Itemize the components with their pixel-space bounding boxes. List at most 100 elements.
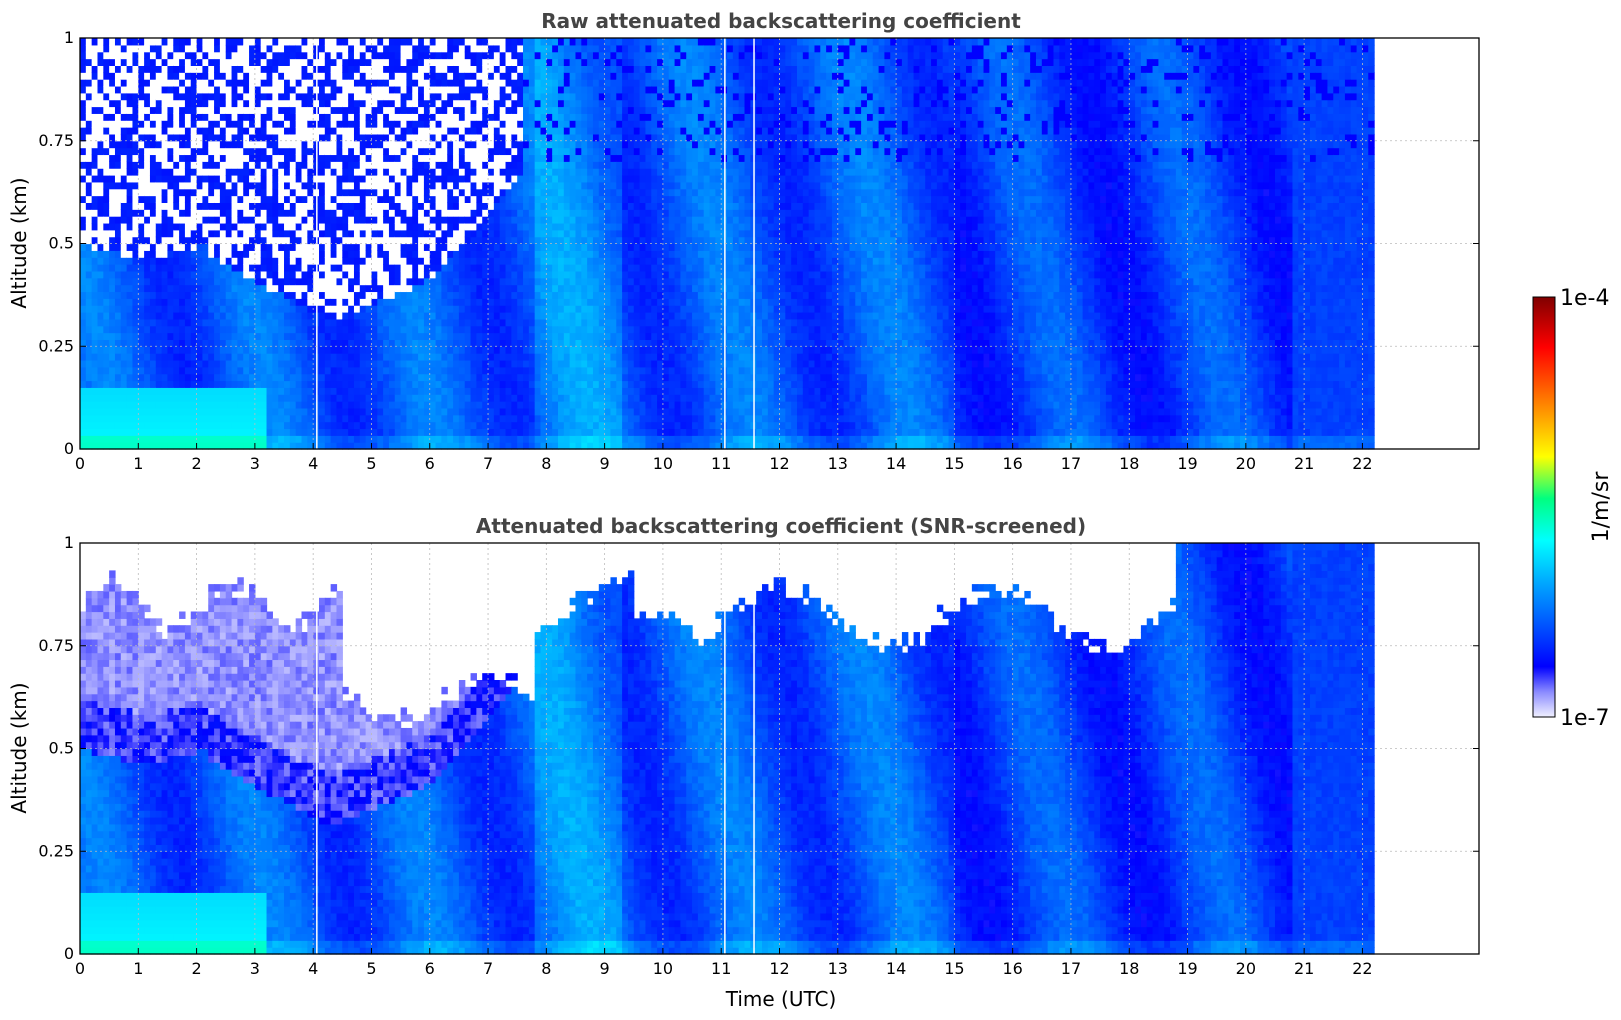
heatmap-cell [436,216,442,223]
heatmap-cell [214,175,220,182]
heatmap-cell [290,353,296,360]
heatmap-cell [127,202,133,209]
heatmap-cell [511,141,517,148]
heatmap-cell [371,346,377,353]
heatmap-cell [150,353,156,360]
heatmap-cell [144,285,150,292]
heatmap-cell [220,113,226,120]
heatmap-cell [471,127,477,134]
heatmap-cell [383,408,389,415]
heatmap-cell [121,65,127,72]
heatmap-cell [325,257,331,264]
heatmap-cell [226,79,232,86]
heatmap-cell [302,319,308,326]
heatmap-cell [395,312,401,319]
heatmap-cell [395,353,401,360]
heatmap-cell [418,79,424,86]
heatmap-cell [127,65,133,72]
heatmap-cell [430,196,436,203]
heatmap-cell [325,387,331,394]
heatmap-cell [401,45,407,52]
heatmap-cell [517,107,523,114]
heatmap-cell [465,216,471,223]
heatmap-cell [418,374,424,381]
heatmap-cell [371,271,377,278]
heatmap-cell [412,141,418,148]
heatmap-cell [558,285,564,292]
heatmap-cell [115,305,121,312]
heatmap-cell [476,209,482,216]
heatmap-cell [109,209,115,216]
heatmap-cell [179,127,185,134]
heatmap-cell [243,223,249,230]
heatmap-cell [255,422,261,429]
heatmap-cell [179,326,185,333]
heatmap-cell [465,244,471,251]
heatmap-cell [197,100,203,107]
heatmap-cell [144,86,150,93]
heatmap-cell [336,333,342,340]
heatmap-cell [173,72,179,79]
heatmap-cell [371,394,377,401]
heatmap-cell [156,120,162,127]
heatmap-cell [144,237,150,244]
heatmap-cell [377,264,383,271]
heatmap-cell [243,360,249,367]
heatmap-cell [500,72,506,79]
heatmap-cell [529,381,535,388]
heatmap-cell [214,401,220,408]
heatmap-cell [558,113,564,120]
heatmap-cell [220,52,226,59]
heatmap-cell [377,257,383,264]
heatmap-cell [92,422,98,429]
heatmap-cell [447,168,453,175]
heatmap-cell [115,298,121,305]
heatmap-cell [471,45,477,52]
heatmap-cell [232,326,238,333]
heatmap-cell [162,120,168,127]
heatmap-cell [156,415,162,422]
heatmap-cell [202,79,208,86]
heatmap-cell [535,223,541,230]
heatmap-cell [226,285,232,292]
heatmap-cell [237,175,243,182]
heatmap-cell [395,141,401,148]
heatmap-cell [371,113,377,120]
heatmap-cell [552,65,558,72]
heatmap-cell [267,86,273,93]
heatmap-cell [121,353,127,360]
heatmap-cell [214,52,220,59]
heatmap-cell [354,161,360,168]
heatmap-cell [517,175,523,182]
heatmap-cell [494,134,500,141]
heatmap-cell [354,127,360,134]
heatmap-cell [138,120,144,127]
heatmap-cell [173,182,179,189]
heatmap-cell [517,79,523,86]
heatmap-cell [237,360,243,367]
heatmap-cell [494,113,500,120]
heatmap-cell [552,86,558,93]
heatmap-cell [418,223,424,230]
heatmap-cell [465,285,471,292]
heatmap-cell [290,244,296,251]
heatmap-cell [86,387,92,394]
heatmap-cell [342,333,348,340]
heatmap-cell [109,148,115,155]
heatmap-cell [226,339,232,346]
heatmap-cell [506,401,512,408]
heatmap-cell [430,120,436,127]
heatmap-cell [354,237,360,244]
heatmap-cell [220,319,226,326]
heatmap-cell [302,360,308,367]
heatmap-cell [272,189,278,196]
heatmap-cell [360,244,366,251]
heatmap-cell [336,415,342,422]
heatmap-cell [476,93,482,100]
heatmap-cell [377,401,383,408]
heatmap-cell [220,291,226,298]
heatmap-cell [523,65,529,72]
heatmap-cell [197,408,203,415]
heatmap-cell [430,223,436,230]
heatmap-cell [272,319,278,326]
